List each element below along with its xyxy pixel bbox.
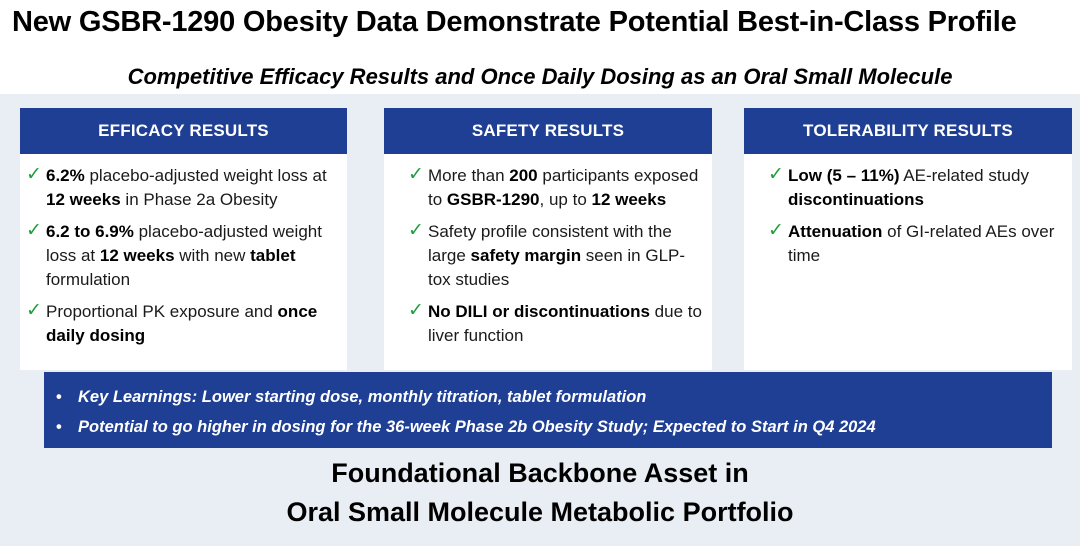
check-icon: ✓ xyxy=(26,300,42,321)
footer-line-1: Foundational Backbone Asset in xyxy=(331,458,749,488)
tolerability-card: TOLERABILITY RESULTS ✓ Low (5 – 11%) AE-… xyxy=(744,108,1072,370)
check-icon: ✓ xyxy=(408,300,424,321)
safety-bullet-2: ✓ Safety profile consistent with the lar… xyxy=(408,220,686,289)
efficacy-bullet-3: ✓ Proportional PK exposure and once dail… xyxy=(26,300,318,345)
footer-line-2: Oral Small Molecule Metabolic Portfolio xyxy=(286,497,794,527)
slide-subtitle: Competitive Efficacy Results and Once Da… xyxy=(127,64,953,89)
tolerability-header: TOLERABILITY RESULTS xyxy=(744,108,1072,154)
safety-card: SAFETY RESULTS ✓ More than 200 participa… xyxy=(384,108,712,370)
bullet-icon: • xyxy=(56,418,62,436)
check-icon: ✓ xyxy=(26,220,42,241)
tolerability-bullet-2: ✓ Attenuation of GI-related AEs over tim… xyxy=(768,220,1055,265)
slide-title: New GSBR-1290 Obesity Data Demonstrate P… xyxy=(12,6,1017,38)
learning-item-1: • Key Learnings: Lower starting dose, mo… xyxy=(44,382,1052,412)
efficacy-bullet-2: ✓ 6.2 to 6.9% placebo-adjusted weight lo… xyxy=(26,220,322,289)
check-icon: ✓ xyxy=(768,220,784,241)
bullet-icon: • xyxy=(56,388,62,406)
tolerability-bullet-1: ✓ Low (5 – 11%) AE-related study discont… xyxy=(768,164,1029,209)
check-icon: ✓ xyxy=(408,164,424,185)
check-icon: ✓ xyxy=(408,220,424,241)
efficacy-card: EFFICACY RESULTS ✓ 6.2% placebo-adjusted… xyxy=(20,108,347,370)
safety-bullet-3: ✓ No DILI or discontinuations due to liv… xyxy=(408,300,702,345)
learning-item-2: • Potential to go higher in dosing for t… xyxy=(44,412,1052,442)
efficacy-header: EFFICACY RESULTS xyxy=(20,108,347,154)
check-icon: ✓ xyxy=(768,164,784,185)
efficacy-bullet-1: ✓ 6.2% placebo-adjusted weight loss at 1… xyxy=(26,164,327,209)
key-learnings-banner: • Key Learnings: Lower starting dose, mo… xyxy=(44,372,1052,448)
check-icon: ✓ xyxy=(26,164,42,185)
safety-bullet-1: ✓ More than 200 participants exposed to … xyxy=(408,164,699,209)
safety-header: SAFETY RESULTS xyxy=(384,108,712,154)
